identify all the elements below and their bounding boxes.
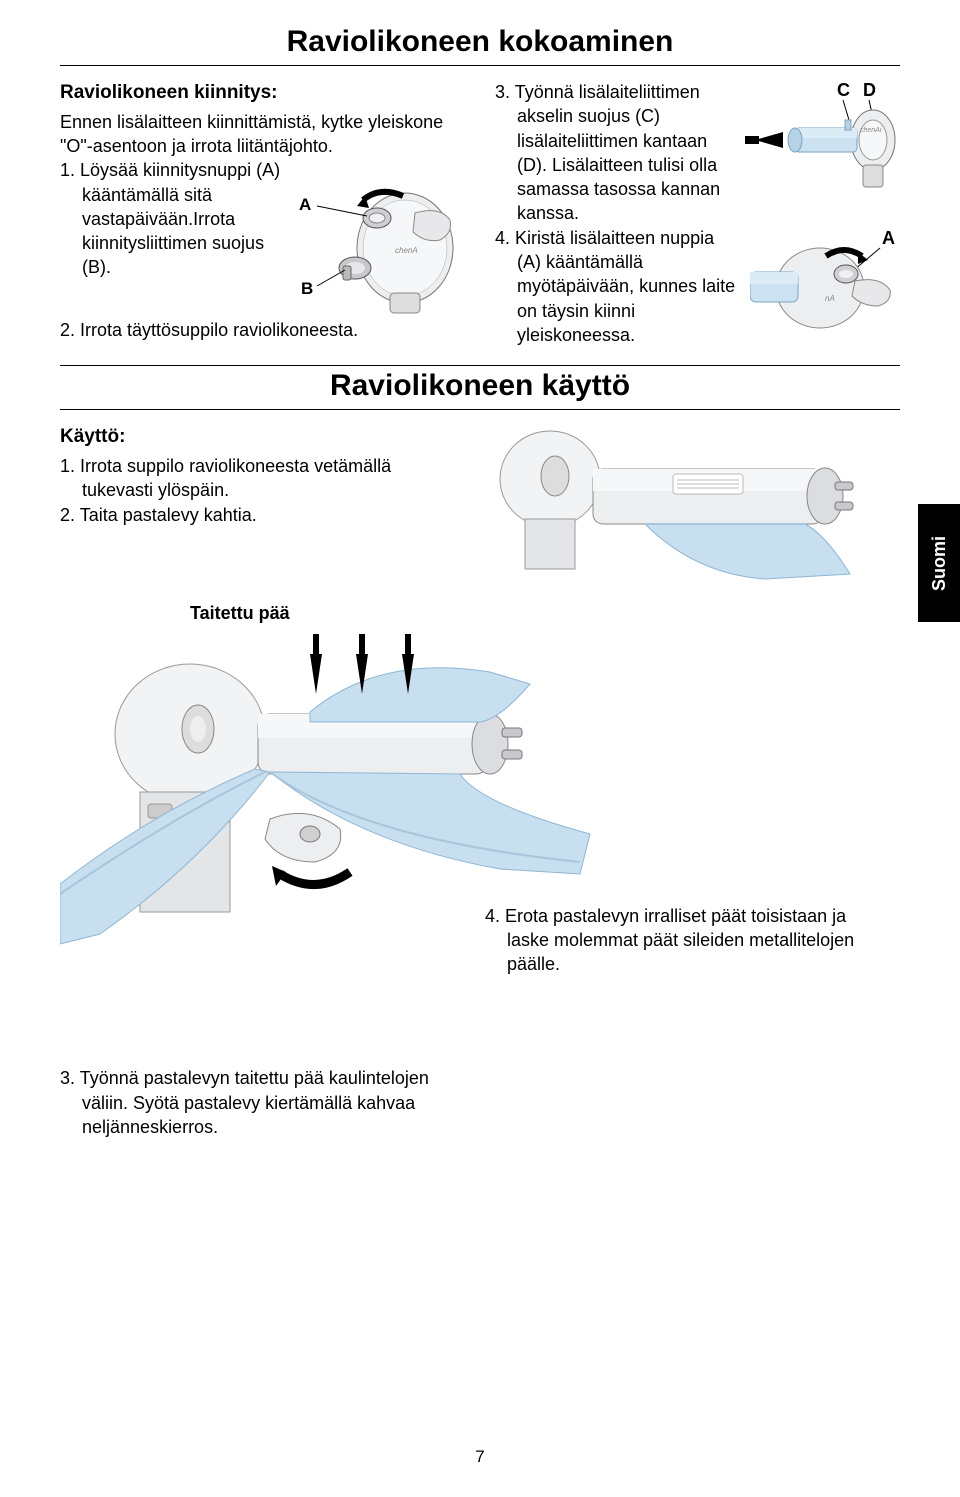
- usage-right-column: [495, 424, 900, 590]
- page-number: 7: [0, 1447, 960, 1467]
- figure-ravioli-maker: [495, 424, 875, 584]
- section-title-assembly: Raviolikoneen kokoaminen: [60, 25, 900, 66]
- section-title-usage: Raviolikoneen käyttö: [60, 365, 900, 410]
- left-column: Raviolikoneen kiinnitys: Ennen lisälaitt…: [60, 80, 465, 347]
- attachment-heading: Raviolikoneen kiinnitys:: [60, 80, 465, 106]
- svg-text:C: C: [837, 80, 850, 100]
- usage-heading: Käyttö:: [60, 424, 465, 450]
- language-label: Suomi: [929, 535, 950, 590]
- svg-text:A: A: [882, 228, 895, 248]
- assembly-columns: Raviolikoneen kiinnitys: Ennen lisälaitt…: [60, 80, 900, 347]
- right-column: C D chenAi 3. Työnnä lisälaiteliitti: [495, 80, 900, 347]
- figure-knob-ab: chenA A B: [295, 158, 465, 318]
- usage-step-2: 2. Taita pastalevy kahtia.: [60, 503, 465, 527]
- folded-end-caption: Taitettu pää: [190, 603, 900, 624]
- usage-step-4: 4. Erota pastalevyn irralliset päät tois…: [485, 904, 885, 977]
- language-tab: Suomi: [918, 504, 960, 622]
- figure-shaft-cd: C D chenAi: [745, 80, 900, 200]
- svg-text:chenAi: chenAi: [860, 127, 882, 134]
- svg-text:chenA: chenA: [395, 246, 418, 255]
- svg-text:D: D: [863, 80, 876, 100]
- usage-step-1: 1. Irrota suppilo raviolikoneesta vetämä…: [60, 454, 465, 503]
- svg-text:nA: nA: [825, 294, 835, 303]
- usage-left-column: Käyttö: 1. Irrota suppilo raviolikoneest…: [60, 424, 465, 590]
- svg-text:B: B: [301, 279, 313, 298]
- usage-columns: Käyttö: 1. Irrota suppilo raviolikoneest…: [60, 424, 900, 590]
- attachment-intro: Ennen lisälaitteen kiinnittämistä, kytke…: [60, 110, 465, 159]
- assembly-step-2: 2. Irrota täyttösuppilo raviolikoneesta.: [60, 318, 465, 342]
- usage-step-3: 3. Työnnä pastalevyn taitettu pää kaulin…: [60, 1066, 460, 1139]
- figure-tighten-a: A nA: [750, 226, 900, 336]
- svg-text:A: A: [299, 195, 311, 214]
